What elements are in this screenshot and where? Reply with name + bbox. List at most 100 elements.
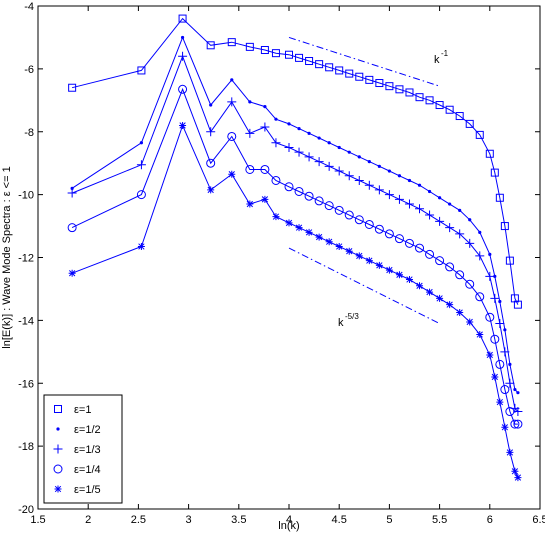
data-point [315, 60, 324, 69]
series-line [71, 17, 519, 305]
data-point [476, 331, 484, 339]
data-point [485, 271, 495, 281]
data-point [475, 130, 484, 139]
data-point [180, 35, 185, 40]
data-point [345, 247, 353, 255]
data-point [137, 242, 145, 250]
data-point [248, 100, 252, 104]
data-point [136, 190, 146, 200]
x-axis-label: ln(k) [278, 520, 299, 532]
data-point [495, 319, 505, 329]
data-point [465, 238, 475, 248]
data-point [513, 300, 522, 309]
data-point [514, 474, 522, 482]
data-point [395, 85, 404, 94]
y-tick-label: -14 [18, 315, 34, 327]
legend-item: ε=1 [54, 404, 91, 416]
data-point [305, 57, 314, 66]
data-point [445, 223, 455, 233]
data-point [486, 351, 494, 359]
data-point [417, 183, 422, 187]
y-tick-label: -6 [24, 64, 34, 76]
data-point [367, 160, 371, 164]
y-tick-label: -8 [24, 127, 34, 139]
data-point [404, 238, 414, 248]
data-point [500, 385, 510, 395]
data-point [271, 49, 280, 58]
data-point [490, 293, 500, 303]
data-point [284, 182, 294, 192]
data-point [501, 423, 509, 431]
data-point [394, 194, 404, 204]
data-point [284, 142, 294, 152]
data-point [458, 208, 462, 212]
data-point [407, 178, 412, 183]
data-point [446, 301, 454, 309]
data-point [455, 229, 465, 239]
data-point [354, 215, 364, 225]
legend-marker [54, 485, 62, 493]
data-point [230, 78, 234, 82]
data-point [397, 174, 402, 178]
data-point [384, 229, 394, 239]
x-tick-label: 4.5 [332, 514, 347, 526]
data-point [245, 42, 254, 51]
data-point [448, 202, 452, 206]
data-point [384, 190, 394, 200]
data-point [260, 164, 270, 174]
data-point [394, 234, 404, 244]
data-point [425, 96, 434, 105]
data-point [503, 328, 507, 332]
data-point [261, 195, 269, 203]
data-point [274, 117, 278, 121]
data-point [375, 261, 383, 269]
data-point [445, 262, 455, 272]
data-point [345, 69, 354, 78]
data-point [271, 175, 281, 185]
data-point [500, 347, 510, 357]
data-point [364, 219, 374, 229]
data-point [68, 269, 76, 277]
data-point [206, 127, 216, 137]
data-point [426, 288, 434, 296]
data-point [314, 196, 324, 206]
data-point [405, 276, 413, 284]
data-point [335, 242, 343, 250]
data-point [415, 243, 425, 253]
data-point [354, 175, 364, 185]
data-point [475, 292, 485, 302]
data-point [510, 419, 520, 429]
data-point [295, 224, 303, 232]
data-point [294, 147, 304, 157]
data-point [324, 161, 334, 171]
annotations: k-1k-5/3 [338, 49, 449, 329]
data-point [506, 448, 514, 456]
data-point [297, 127, 301, 131]
data-point [285, 50, 293, 59]
data-point [334, 205, 344, 215]
x-tick-label: 4 [286, 514, 292, 526]
data-point [227, 97, 237, 107]
data-point [435, 101, 444, 110]
y-tick-label: -20 [18, 504, 34, 516]
y-tick-label: -18 [18, 441, 34, 453]
data-point [68, 83, 77, 92]
data-point [415, 93, 424, 102]
x-tick-label: 2 [85, 514, 91, 526]
series-2 [70, 35, 520, 395]
data-point [304, 152, 314, 162]
data-point [495, 359, 505, 369]
axes: 1.5 2 2.5 3 3.5 4 4.5 5 5.5 6 6.5 -4 -6 -8 -10 -12 -14 -1… [1, 1, 545, 532]
data-point [357, 155, 361, 159]
legend-marker [54, 405, 62, 413]
data-point [355, 72, 364, 81]
data-point [508, 362, 512, 366]
data-point [465, 119, 474, 128]
series-5 [68, 121, 522, 482]
data-point [513, 407, 523, 417]
data-point [364, 180, 374, 190]
data-point [228, 170, 236, 178]
data-point [136, 160, 146, 170]
data-point [516, 391, 520, 395]
